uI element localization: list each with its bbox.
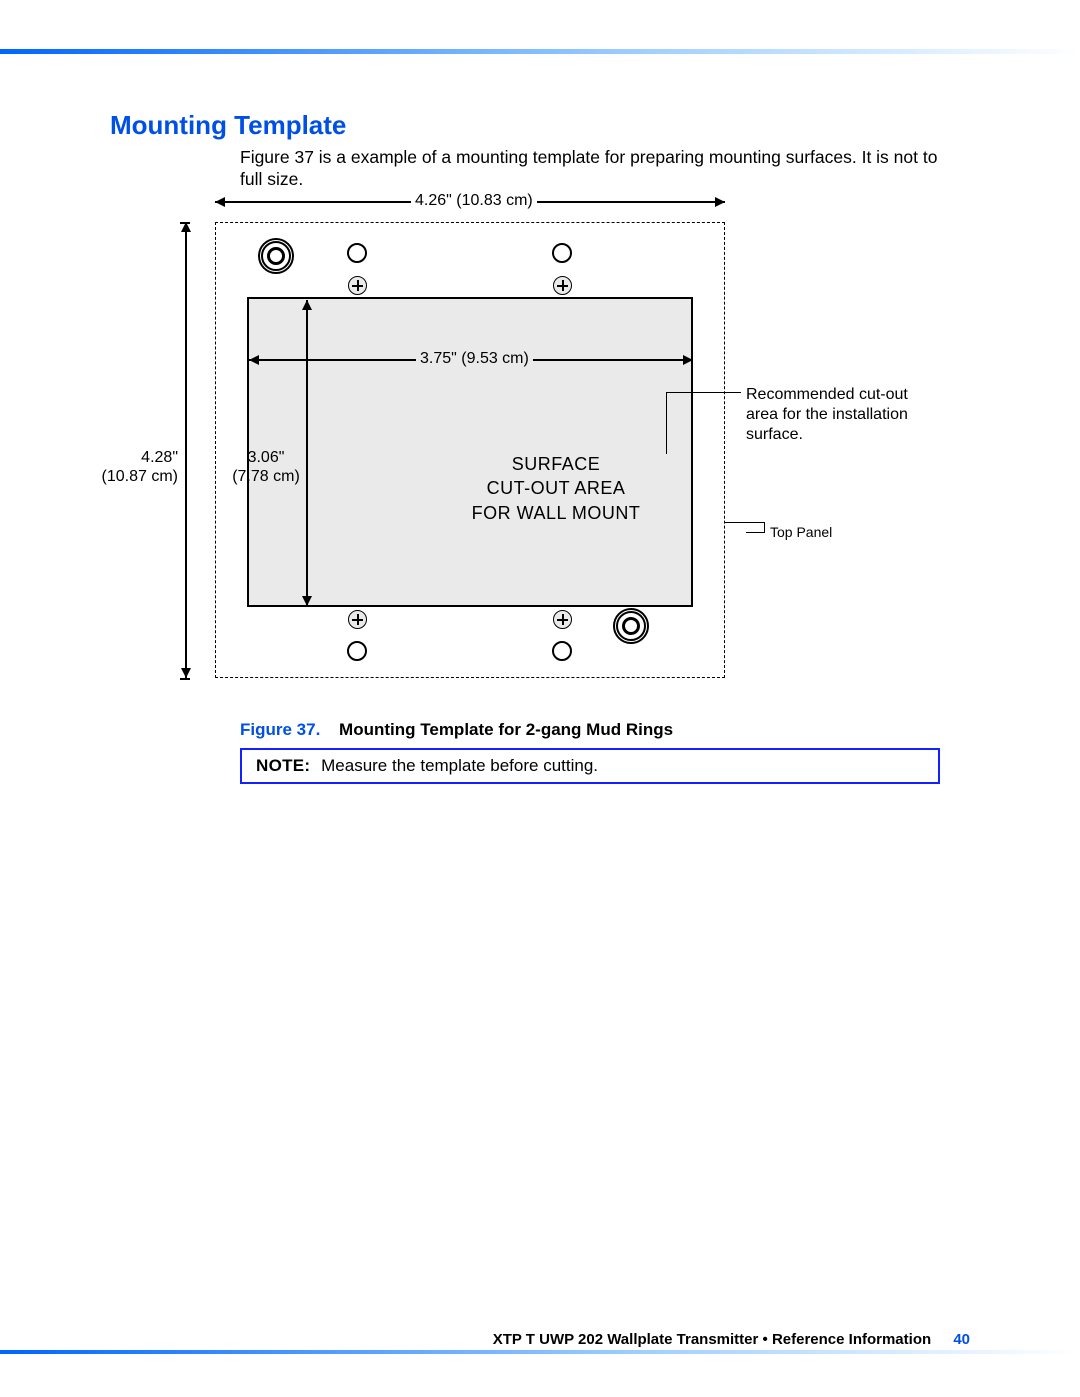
screw-icon bbox=[553, 610, 572, 629]
hole-circle-icon bbox=[552, 641, 572, 661]
leader-line bbox=[725, 522, 765, 523]
leader-line bbox=[746, 532, 765, 533]
footer-text: XTP T UWP 202 Wallplate Transmitter • Re… bbox=[493, 1331, 931, 1348]
screw-icon bbox=[348, 610, 367, 629]
arrow-up-icon bbox=[302, 300, 312, 310]
arrow-down-icon bbox=[181, 668, 191, 678]
intro-paragraph: Figure 37 is a example of a mounting tem… bbox=[240, 147, 940, 191]
arrow-right-icon bbox=[683, 355, 693, 365]
page-number: 40 bbox=[953, 1331, 970, 1348]
leader-line bbox=[666, 392, 667, 454]
arrow-left-icon bbox=[215, 197, 225, 207]
concentric-circle-icon bbox=[616, 611, 646, 641]
dim-cap bbox=[180, 678, 190, 680]
screw-icon bbox=[348, 276, 367, 295]
dim-top-label: 4.26" (10.83 cm) bbox=[411, 192, 537, 210]
dim-left-label: 4.28" (10.87 cm) bbox=[88, 448, 178, 486]
bottom-gradient-bar bbox=[0, 1350, 1080, 1354]
arrow-up-icon bbox=[181, 222, 191, 232]
dim-line-inner-vert bbox=[306, 300, 308, 606]
concentric-circle-icon bbox=[261, 241, 291, 271]
dim-mid-inches: 3.06" bbox=[248, 449, 285, 466]
mounting-diagram: 4.28" (10.87 cm) 4.26" (10.83 cm) 3.75" … bbox=[106, 192, 976, 712]
screw-icon bbox=[553, 276, 572, 295]
callout-top-panel: Top Panel bbox=[770, 524, 832, 542]
arrow-down-icon bbox=[302, 596, 312, 606]
note-box: NOTE: Measure the template before cuttin… bbox=[240, 748, 940, 784]
figure-title: Mounting Template for 2-gang Mud Rings bbox=[339, 720, 673, 739]
note-text: Measure the template before cutting. bbox=[321, 756, 598, 775]
dim-inner-top-label: 3.75" (9.53 cm) bbox=[416, 350, 533, 368]
page-footer: XTP T UWP 202 Wallplate Transmitter • Re… bbox=[0, 1331, 1080, 1348]
hole-circle-icon bbox=[347, 243, 367, 263]
arrow-left-icon bbox=[249, 355, 259, 365]
hole-circle-icon bbox=[552, 243, 572, 263]
top-gradient-bar bbox=[0, 49, 1080, 54]
arrow-right-icon bbox=[715, 197, 725, 207]
note-label: NOTE: bbox=[256, 756, 310, 775]
center-line-3: FOR WALL MOUNT bbox=[472, 503, 641, 523]
dim-left-inches: 4.28" bbox=[141, 449, 178, 466]
dim-left-cm: (10.87 cm) bbox=[102, 468, 178, 485]
figure-caption: Figure 37. Mounting Template for 2-gang … bbox=[240, 720, 673, 740]
leader-line bbox=[666, 392, 741, 393]
dim-line-left-outer bbox=[185, 222, 187, 678]
center-line-1: SURFACE bbox=[512, 454, 601, 474]
dim-mid-label: 3.06" (7.78 cm) bbox=[231, 448, 301, 486]
dim-mid-cm: (7.78 cm) bbox=[232, 468, 300, 485]
leader-line bbox=[764, 522, 765, 532]
hole-circle-icon bbox=[347, 641, 367, 661]
callout-cutout-area: Recommended cut-out area for the install… bbox=[746, 385, 936, 445]
cutout-center-label: SURFACE CUT-OUT AREA FOR WALL MOUNT bbox=[426, 452, 686, 525]
figure-number: Figure 37. bbox=[240, 720, 320, 739]
center-line-2: CUT-OUT AREA bbox=[487, 478, 626, 498]
section-heading: Mounting Template bbox=[110, 110, 346, 141]
